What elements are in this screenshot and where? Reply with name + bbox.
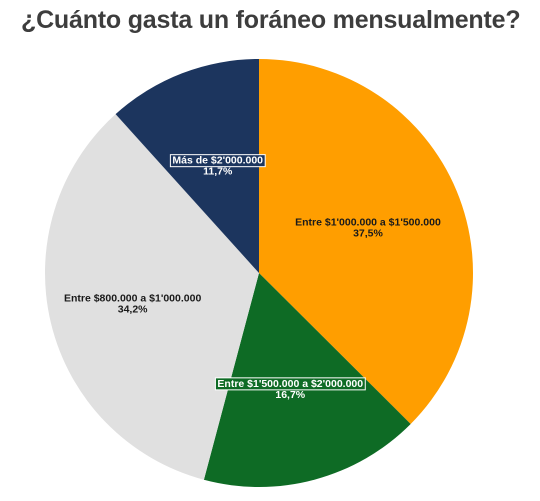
pie-slice-entre-800-000-a-1-000-000 [45, 114, 260, 480]
slice-labels: Entre $1'000.000 a $1'500.00037,5%Entre … [64, 154, 441, 401]
slice-label-entre-1-000-000-a-1-500-000: Entre $1'000.000 a $1'500.000 [295, 217, 441, 229]
slice-value-entre-800-000-a-1-000-000: 34,2% [118, 304, 148, 316]
pie-slices [45, 59, 473, 487]
slice-value-mas-de-2-000-000: 11,7% [203, 166, 233, 178]
slice-label-mas-de-2-000-000: Más de $2'000.000 [172, 155, 263, 167]
chart-title: ¿Cuánto gasta un foráneo mensualmente? [21, 6, 521, 34]
pie-slice-entre-1-000-000-a-1-500-000 [259, 59, 473, 424]
slice-value-entre-1-500-000-a-2-000-000: 16,7% [275, 389, 305, 401]
slice-label-entre-800-000-a-1-000-000: Entre $800.000 a $1'000.000 [64, 293, 202, 305]
slice-label-box [214, 377, 366, 391]
slice-value-entre-1-000-000-a-1-500-000: 37,5% [353, 228, 383, 240]
slice-label-entre-1-500-000-a-2-000-000: Entre $1'500.000 a $2'000.000 [217, 378, 363, 390]
slice-label-box [169, 154, 266, 168]
